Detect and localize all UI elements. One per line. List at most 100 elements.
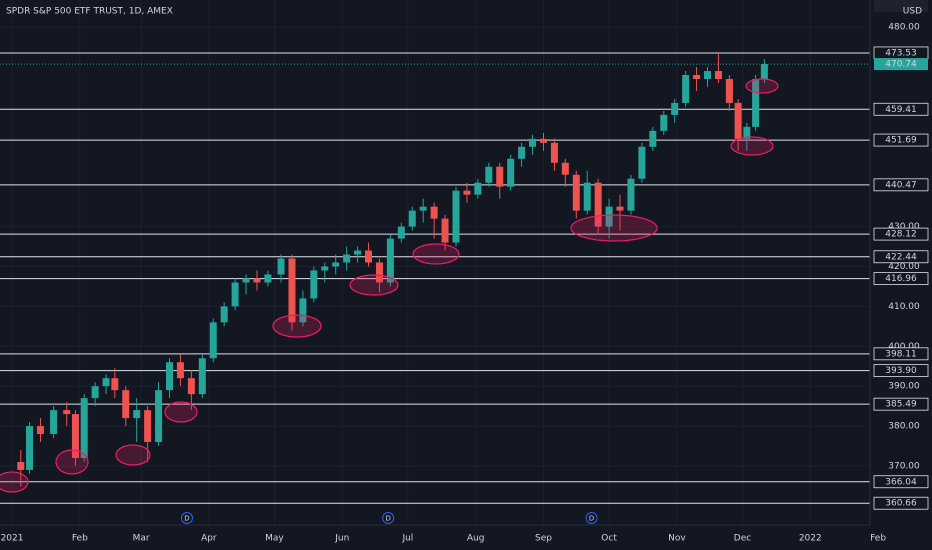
candle-body bbox=[725, 78, 733, 103]
candle-body bbox=[507, 158, 515, 187]
candle-body bbox=[529, 138, 537, 147]
candle-body bbox=[485, 166, 493, 183]
candle-body bbox=[165, 362, 173, 391]
level-label: 360.66 bbox=[885, 499, 917, 509]
x-tick-label: Jun bbox=[334, 534, 349, 544]
y-tick-label: 370.00 bbox=[888, 461, 920, 471]
last-price-box bbox=[874, 58, 928, 71]
level-label: 459.41 bbox=[885, 105, 917, 115]
level-label: 393.90 bbox=[885, 366, 917, 376]
level-label-box bbox=[873, 347, 929, 361]
annotations bbox=[0, 78, 779, 493]
candle-body bbox=[660, 114, 668, 131]
level-label-box bbox=[873, 178, 929, 192]
candle-body bbox=[365, 250, 373, 263]
level-label-box bbox=[873, 102, 929, 116]
candle-body bbox=[354, 250, 362, 255]
dividend-marker bbox=[382, 512, 395, 524]
candle-body bbox=[734, 102, 742, 139]
candle-body bbox=[496, 166, 504, 187]
candle-body bbox=[693, 75, 701, 79]
candle-body bbox=[704, 71, 712, 79]
candle-body bbox=[63, 410, 71, 415]
candle-body bbox=[419, 206, 427, 211]
candle-body bbox=[133, 410, 141, 419]
y-tick-label: 420.00 bbox=[888, 262, 920, 272]
candle-body bbox=[743, 126, 751, 139]
candle-body bbox=[288, 258, 296, 323]
x-tick-label: Jul bbox=[401, 534, 413, 544]
level-label-box bbox=[873, 227, 929, 241]
candle-body bbox=[231, 282, 239, 307]
x-tick-label: 2021 bbox=[1, 534, 24, 544]
candle-body bbox=[760, 64, 768, 79]
x-tick-label: 2022 bbox=[799, 534, 822, 544]
candle-body bbox=[594, 182, 602, 227]
highlight-ellipse bbox=[272, 314, 322, 338]
level-label-box bbox=[873, 250, 929, 264]
candle-body bbox=[714, 71, 722, 79]
highlight-ellipse bbox=[115, 444, 151, 466]
highlight-ellipse bbox=[412, 243, 460, 265]
candle-body bbox=[36, 426, 44, 435]
x-tick-label: Nov bbox=[668, 534, 686, 544]
candle-body bbox=[176, 362, 184, 379]
level-label-box bbox=[873, 397, 929, 411]
level-label-box bbox=[873, 133, 929, 147]
level-label: 440.47 bbox=[885, 180, 917, 190]
candle-body bbox=[17, 461, 25, 470]
candle-body bbox=[474, 182, 482, 195]
candle-body bbox=[583, 182, 591, 211]
highlight-ellipse bbox=[745, 78, 779, 94]
candle-body bbox=[209, 322, 217, 359]
level-label: 398.11 bbox=[885, 349, 917, 359]
candle-body bbox=[343, 254, 351, 263]
time-axis bbox=[0, 525, 932, 550]
x-tick-label: Oct bbox=[601, 534, 617, 544]
y-tick-label: 380.00 bbox=[888, 422, 920, 432]
dividend-marker bbox=[585, 512, 598, 524]
level-label-box bbox=[873, 475, 929, 489]
candle-body bbox=[441, 218, 449, 243]
level-label-box bbox=[873, 272, 929, 286]
candle-body bbox=[518, 146, 526, 159]
candle-body bbox=[386, 238, 394, 283]
candle-body bbox=[572, 174, 580, 211]
candle-body bbox=[253, 278, 261, 283]
y-tick-label: 390.00 bbox=[888, 382, 920, 392]
level-label: 473.53 bbox=[885, 48, 917, 58]
highlight-ellipse bbox=[570, 214, 658, 242]
candle-body bbox=[638, 146, 646, 179]
currency: USD bbox=[903, 7, 922, 17]
candle-body bbox=[332, 262, 340, 267]
level-label-box bbox=[873, 364, 929, 378]
candle-body bbox=[321, 266, 329, 271]
level-label: 451.69 bbox=[885, 136, 917, 146]
candle-body bbox=[299, 298, 307, 323]
candle-body bbox=[26, 426, 34, 470]
x-tick-label: May bbox=[265, 534, 284, 544]
y-tick-label: 480.00 bbox=[888, 23, 920, 33]
candle-body bbox=[671, 102, 679, 115]
x-tick-label: Dec bbox=[734, 534, 751, 544]
low-box bbox=[874, 0, 928, 12]
candle-body bbox=[264, 274, 272, 283]
candle-body bbox=[605, 206, 613, 227]
candle-body bbox=[144, 410, 152, 443]
candle-body bbox=[616, 206, 624, 211]
y-tick-label: 410.00 bbox=[888, 302, 920, 312]
candle-body bbox=[539, 138, 547, 143]
candle-body bbox=[397, 226, 405, 239]
dividend-label: D bbox=[386, 515, 391, 523]
candle-body bbox=[80, 398, 88, 458]
highlight-ellipse bbox=[730, 136, 774, 156]
x-tick-label: Apr bbox=[201, 534, 217, 544]
x-tick-label: Feb bbox=[870, 534, 886, 544]
candle-body bbox=[122, 390, 130, 419]
level-label: 428.12 bbox=[885, 230, 917, 240]
candle-body bbox=[463, 190, 471, 195]
candle-body bbox=[550, 142, 558, 163]
candle-body bbox=[649, 130, 657, 147]
